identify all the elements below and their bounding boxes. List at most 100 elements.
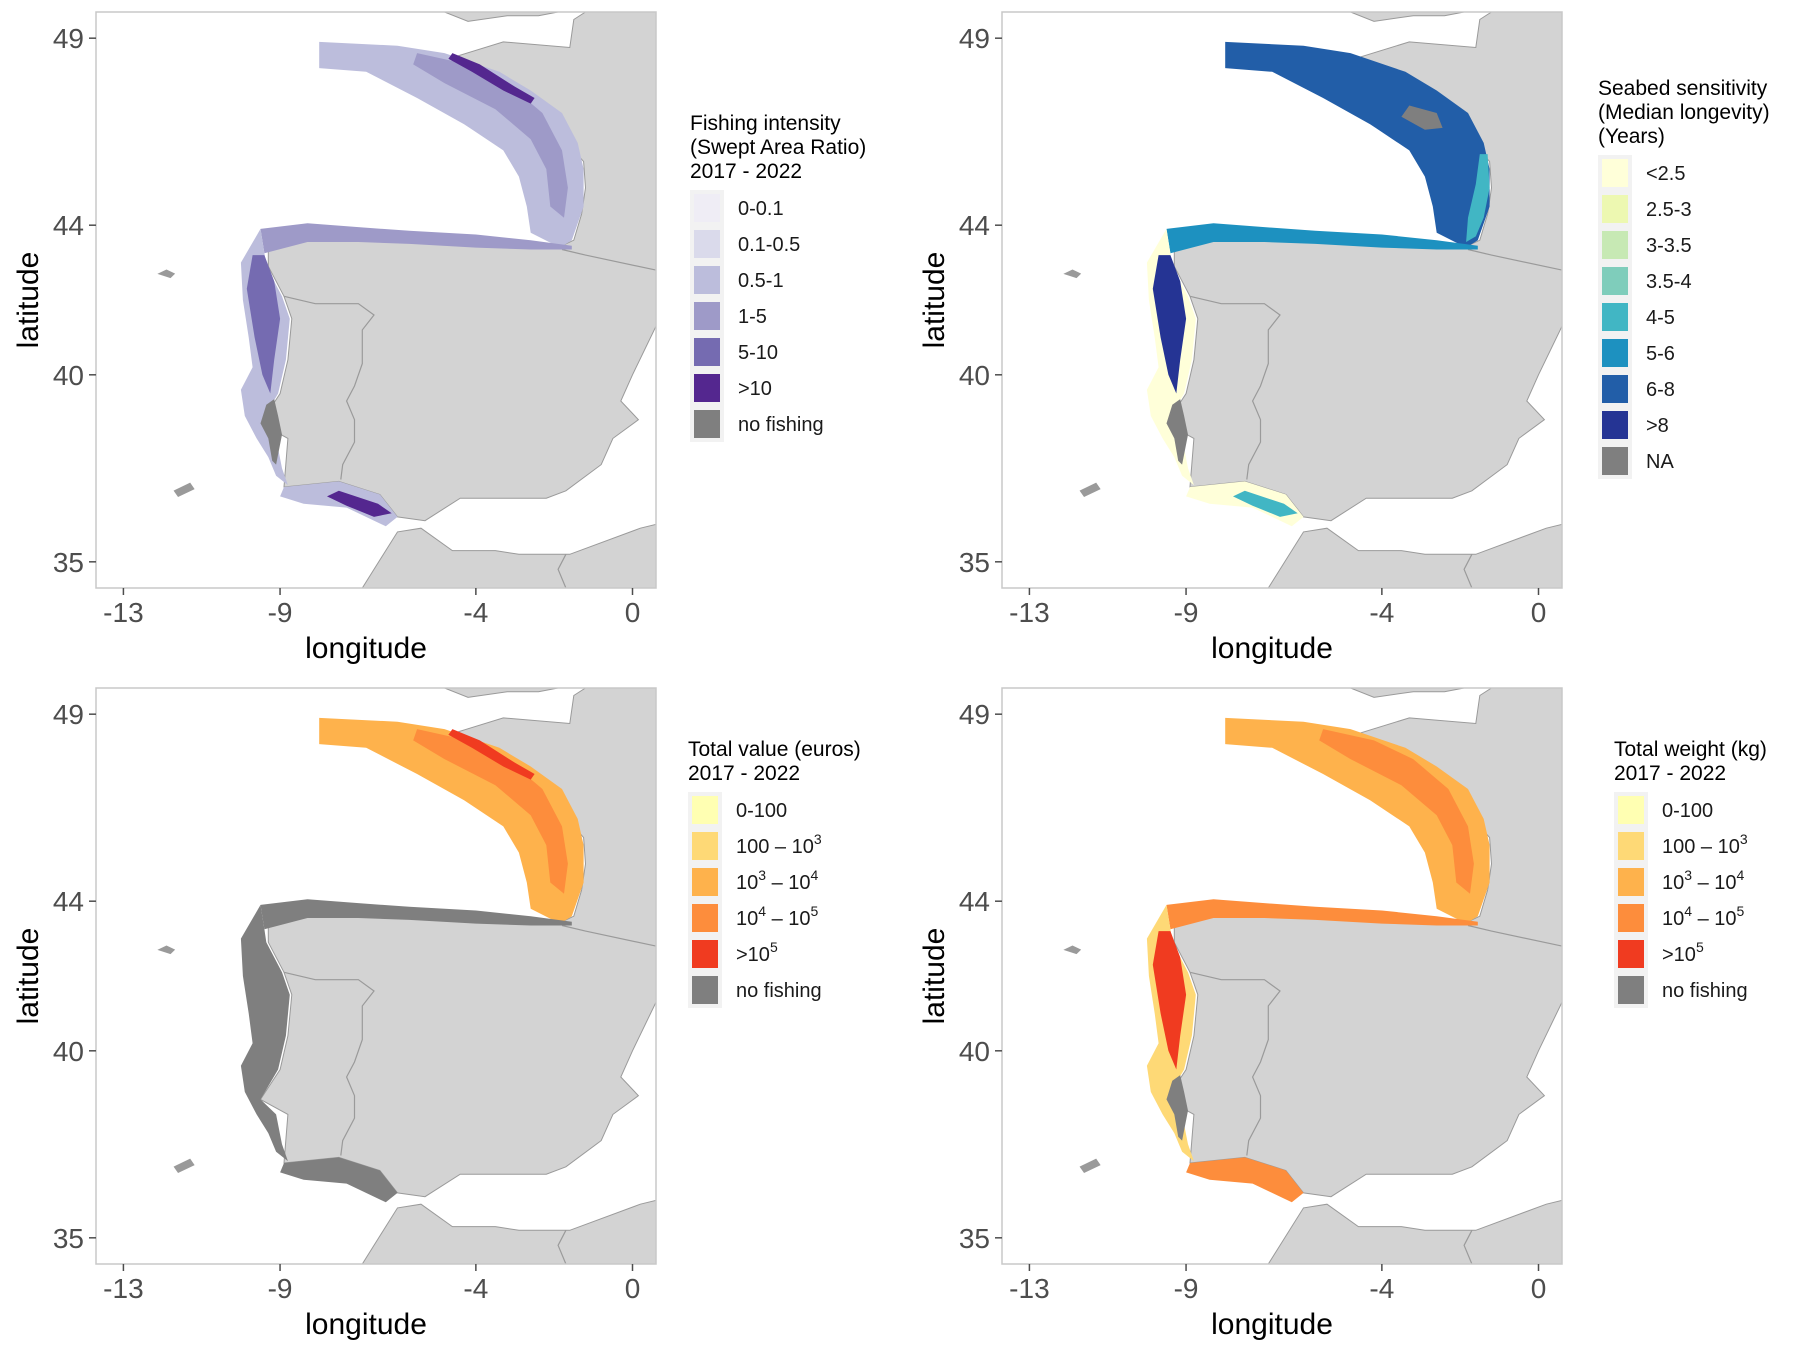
y-tick-label: 35 bbox=[53, 1223, 84, 1254]
x-tick-label: 0 bbox=[625, 1273, 641, 1304]
country-border-1 bbox=[561, 248, 656, 271]
legend-swatch bbox=[1602, 231, 1628, 259]
y-tick-label: 44 bbox=[959, 886, 990, 917]
legend-swatch bbox=[694, 266, 720, 294]
iberia-france-land bbox=[1165, 12, 1562, 522]
africa-land bbox=[361, 523, 656, 588]
country-border-1 bbox=[1467, 248, 1562, 271]
country-border-2 bbox=[283, 295, 375, 480]
legend-title-line: (Swept Area Ratio) bbox=[690, 136, 866, 159]
legend-swatch bbox=[692, 832, 718, 860]
legend-title-line: Fishing intensity bbox=[690, 112, 841, 135]
legend-swatch bbox=[1602, 303, 1628, 331]
x-axis-title: longitude bbox=[305, 632, 427, 665]
x-tick-label: -9 bbox=[268, 1273, 293, 1304]
island-2 bbox=[1079, 1158, 1101, 1174]
legend-swatch bbox=[1602, 447, 1628, 475]
legend-swatch bbox=[1602, 411, 1628, 439]
fishing-zone-south-coast bbox=[280, 481, 398, 527]
legend-swatch bbox=[694, 194, 720, 222]
x-tick-label: -13 bbox=[1009, 597, 1049, 628]
fishing-zone-north-coast bbox=[260, 223, 572, 254]
legend-label: 3-3.5 bbox=[1646, 235, 1692, 257]
fishing-zone-south-coast bbox=[1186, 481, 1304, 527]
legend-label: >8 bbox=[1646, 415, 1669, 437]
panel-border bbox=[1001, 11, 1563, 589]
x-tick-label: -13 bbox=[1009, 1273, 1049, 1304]
y-axis-title: latitude bbox=[12, 252, 45, 349]
fishing-zone-north-coast bbox=[1166, 899, 1478, 930]
legend-swatch bbox=[1618, 796, 1644, 824]
y-tick-label: 40 bbox=[53, 1036, 84, 1067]
legend-swatch bbox=[694, 374, 720, 402]
panel-border bbox=[1001, 687, 1563, 1265]
fishing-zone-bay-hot bbox=[448, 53, 535, 104]
legend-label: 0.5-1 bbox=[738, 270, 784, 292]
fishing-zone-bay-shelf bbox=[1466, 154, 1490, 242]
island-2 bbox=[173, 1158, 195, 1174]
country-border-1 bbox=[561, 924, 656, 947]
fishing-zone-west-inner bbox=[246, 255, 281, 394]
legend-label: 0-100 bbox=[736, 800, 787, 822]
y-axis-title: latitude bbox=[918, 928, 951, 1025]
fishing-intensity-chart: -13 -9 -4 0 49 44 40 35 longitude latitude Fishing… bbox=[12, 11, 866, 665]
legend-swatch bbox=[692, 940, 718, 968]
x-axis-title: longitude bbox=[1211, 1308, 1333, 1341]
fishing-zone-bay-grey bbox=[1401, 105, 1443, 130]
legend-swatch bbox=[1618, 940, 1644, 968]
legend-title-line: (Years) bbox=[1598, 125, 1665, 148]
legend-label: 2.5-3 bbox=[1646, 199, 1692, 221]
panel-border bbox=[95, 11, 657, 589]
legend-label: 4-5 bbox=[1646, 307, 1675, 329]
y-tick-label: 44 bbox=[53, 886, 84, 917]
x-tick-label: -13 bbox=[103, 597, 143, 628]
x-tick-label: -4 bbox=[1369, 597, 1394, 628]
legend-label: >105 bbox=[1662, 939, 1704, 966]
legend-label: <2.5 bbox=[1646, 163, 1685, 185]
fishing-zone-south-coast bbox=[280, 1157, 398, 1203]
country-border-3 bbox=[557, 554, 567, 588]
legend-swatch bbox=[694, 338, 720, 366]
uk-land bbox=[444, 688, 559, 698]
island-1 bbox=[1063, 269, 1082, 279]
y-tick-label: 40 bbox=[53, 360, 84, 391]
x-axis-title: longitude bbox=[305, 1308, 427, 1341]
fishing-zone-bay bbox=[1225, 41, 1490, 248]
legend-swatch bbox=[692, 976, 718, 1004]
country-border-3 bbox=[557, 1230, 567, 1264]
fishing-zone-north-coast bbox=[260, 899, 572, 930]
y-tick-label: 44 bbox=[53, 210, 84, 241]
legend-label: 100 – 103 bbox=[1662, 831, 1748, 858]
iberia-france-land bbox=[1165, 688, 1562, 1198]
legend-swatch bbox=[694, 230, 720, 258]
x-axis-title: longitude bbox=[1211, 632, 1333, 665]
total-weight-chart: -13 -9 -4 0 49 44 40 35 longitude latitude Total w… bbox=[918, 687, 1767, 1341]
legend-label: no fishing bbox=[736, 980, 822, 1002]
y-tick-label: 35 bbox=[959, 1223, 990, 1254]
island-2 bbox=[1079, 482, 1101, 498]
island-1 bbox=[157, 945, 176, 955]
iberia-france-land bbox=[259, 688, 656, 1198]
fishing-zone-bay-inner bbox=[413, 729, 568, 894]
legend-swatch bbox=[692, 796, 718, 824]
x-tick-label: -4 bbox=[463, 597, 488, 628]
y-tick-label: 49 bbox=[53, 23, 84, 54]
x-tick-label: 0 bbox=[1531, 1273, 1547, 1304]
legend-label: 5-6 bbox=[1646, 343, 1675, 365]
legend-label: no fishing bbox=[1662, 980, 1748, 1002]
legend-title-line: (Median longevity) bbox=[1598, 101, 1770, 124]
island-1 bbox=[1063, 945, 1082, 955]
fishing-intensity-panel: -13 -9 -4 0 49 44 40 35 longitude latitude Fishing… bbox=[0, 0, 900, 676]
legend-label: 0.1-0.5 bbox=[738, 234, 800, 256]
fishing-zone-lisbon-grey bbox=[1166, 399, 1188, 465]
country-border-2 bbox=[283, 971, 375, 1156]
fishing-zone-south-inner bbox=[1233, 490, 1298, 517]
fishing-zone-west-inner bbox=[1152, 255, 1187, 394]
seabed-sensitivity-chart: -13 -9 -4 0 49 44 40 35 longitude latitude Seabed … bbox=[918, 11, 1770, 665]
fishing-zone-north-coast bbox=[1166, 223, 1478, 254]
legend-swatch bbox=[1602, 375, 1628, 403]
legend-swatch bbox=[1602, 339, 1628, 367]
legend-swatch bbox=[1618, 868, 1644, 896]
country-border-3 bbox=[1463, 1230, 1473, 1264]
panel-border bbox=[95, 687, 657, 1265]
